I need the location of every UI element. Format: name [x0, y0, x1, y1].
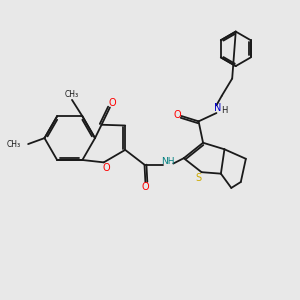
Text: O: O [142, 182, 149, 192]
Text: O: O [108, 98, 116, 108]
Text: O: O [173, 110, 181, 119]
Text: N: N [214, 103, 221, 113]
Text: H: H [222, 106, 228, 115]
Text: NH: NH [161, 157, 175, 166]
Text: CH₃: CH₃ [65, 90, 79, 99]
Text: O: O [102, 163, 110, 173]
Text: CH₃: CH₃ [7, 140, 21, 148]
Text: S: S [196, 173, 202, 183]
